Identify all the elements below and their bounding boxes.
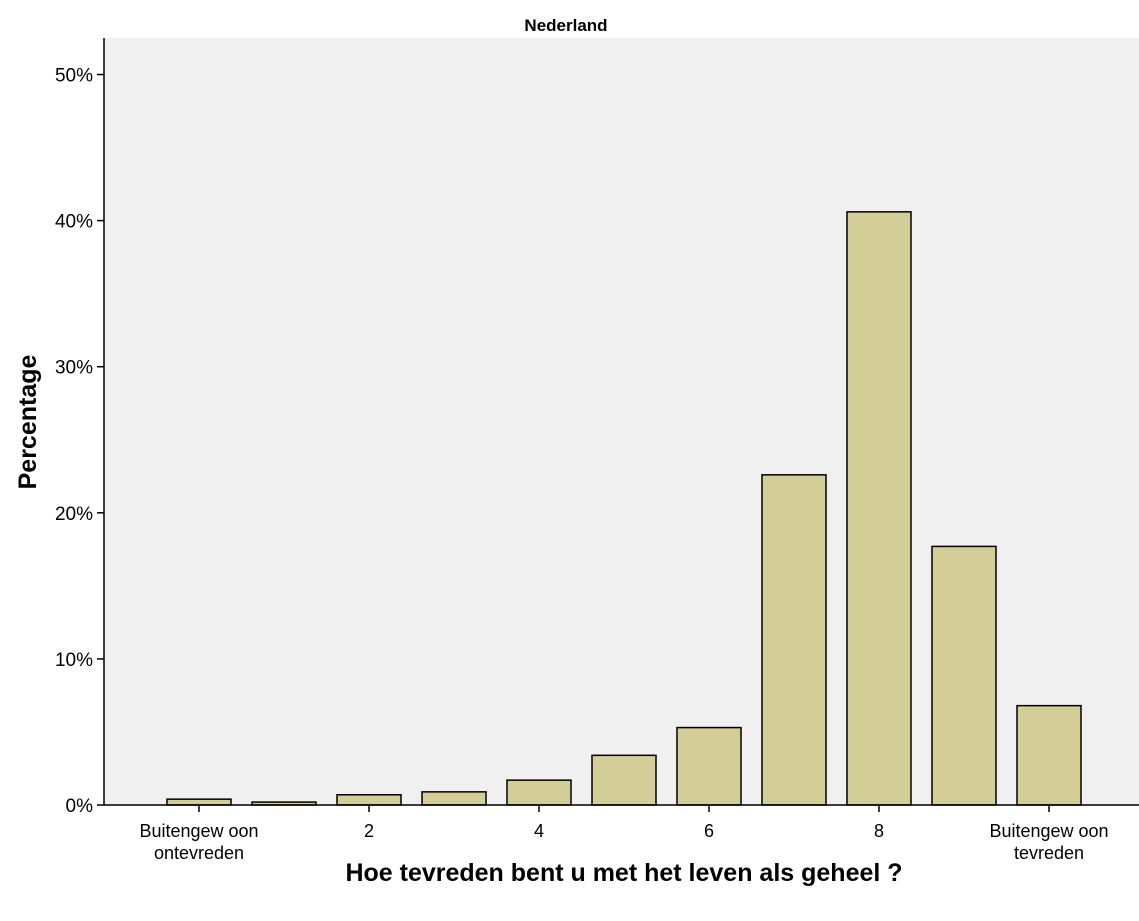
x-tick-label: 8	[874, 821, 884, 841]
y-axis-label: Percentage	[14, 355, 42, 490]
x-tick-label: 6	[704, 821, 714, 841]
x-tick-label: 4	[534, 821, 544, 841]
bars-group	[166, 211, 1082, 806]
bar-0	[166, 798, 232, 806]
y-axis: 0% 10% 20% 30% 40% 50%	[55, 38, 105, 817]
y-tick-label: 10%	[55, 650, 93, 671]
x-axis: Buitengew oon ontevreden 2 4 6 8 Buitengew oon…	[104, 804, 1139, 863]
bar-3	[421, 791, 487, 806]
x-axis-label: Hoe tevreden bent u met het leven als ge…	[345, 859, 902, 887]
y-tick-label: 50%	[55, 66, 93, 87]
bar-4	[506, 779, 572, 806]
bar-6	[676, 726, 742, 806]
bar-2	[336, 794, 402, 806]
y-tick-label: 40%	[55, 212, 93, 233]
bar-5	[591, 754, 657, 806]
bar-9	[931, 545, 997, 806]
y-tick-label: 20%	[55, 504, 93, 525]
x-tick-label: 2	[364, 821, 374, 841]
bar-10	[1016, 704, 1082, 806]
chart-title: Nederland	[524, 16, 607, 35]
bar-7	[761, 474, 827, 806]
x-tick-label: Buitengew oon tevreden	[989, 821, 1108, 863]
bar-8	[846, 211, 912, 806]
y-tick-label: 30%	[55, 358, 93, 379]
y-tick-label: 0%	[66, 796, 94, 817]
x-tick-label: Buitengew oon ontevreden	[139, 821, 258, 863]
